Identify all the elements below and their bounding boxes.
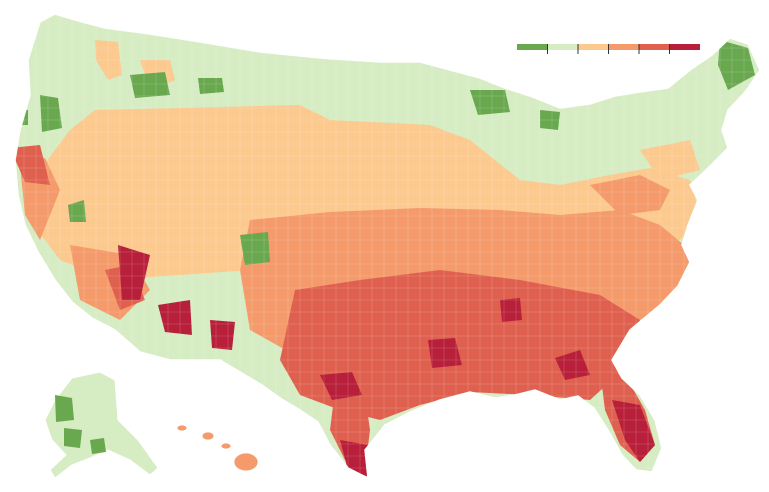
county-fill-29: [240, 232, 270, 265]
legend-swatch-5: [639, 44, 670, 50]
hawaii-island-2: [201, 431, 215, 441]
county-fill-30: [68, 200, 86, 222]
legend-swatch-3: [578, 44, 609, 50]
county-fill-12: [15, 145, 50, 185]
county-fill-20: [612, 400, 655, 462]
county-fill-9: [280, 270, 640, 420]
legend-swatch-4: [608, 44, 639, 50]
hawaii-island-1: [176, 424, 188, 432]
alaska-county-fill-2: [64, 428, 82, 448]
county-fill-14: [118, 245, 150, 300]
hawaii-island-3: [220, 442, 232, 450]
legend-swatch-6: [669, 44, 700, 50]
region-alaska: [44, 371, 159, 479]
county-fill-16: [210, 320, 235, 350]
county-fill-25: [198, 78, 224, 94]
county-fill-15: [158, 300, 192, 335]
county-fill-18: [428, 338, 462, 368]
county-fill-28: [718, 40, 755, 90]
region-hawaii: [176, 424, 259, 472]
alaska-county-fill-3: [90, 438, 106, 454]
county-fill-17: [320, 372, 362, 400]
county-fill-26: [470, 90, 510, 115]
hawaii-island-4: [233, 452, 259, 472]
alaska-shape: [44, 371, 159, 479]
county-fill-4: [640, 140, 700, 180]
color-legend: [517, 44, 700, 54]
alaska-county-fill-1: [55, 395, 74, 422]
legend-swatch-1: [517, 44, 548, 50]
us-border: [14, 13, 761, 480]
county-fill-23: [40, 95, 62, 132]
county-fill-8: [590, 175, 670, 215]
county-fill-24: [130, 72, 170, 98]
county-fill-21: [555, 350, 590, 380]
county-fill-22: [500, 298, 522, 322]
county-fill-27: [540, 110, 560, 130]
county-fill-2: [95, 40, 122, 80]
legend-swatch-2: [547, 44, 578, 50]
